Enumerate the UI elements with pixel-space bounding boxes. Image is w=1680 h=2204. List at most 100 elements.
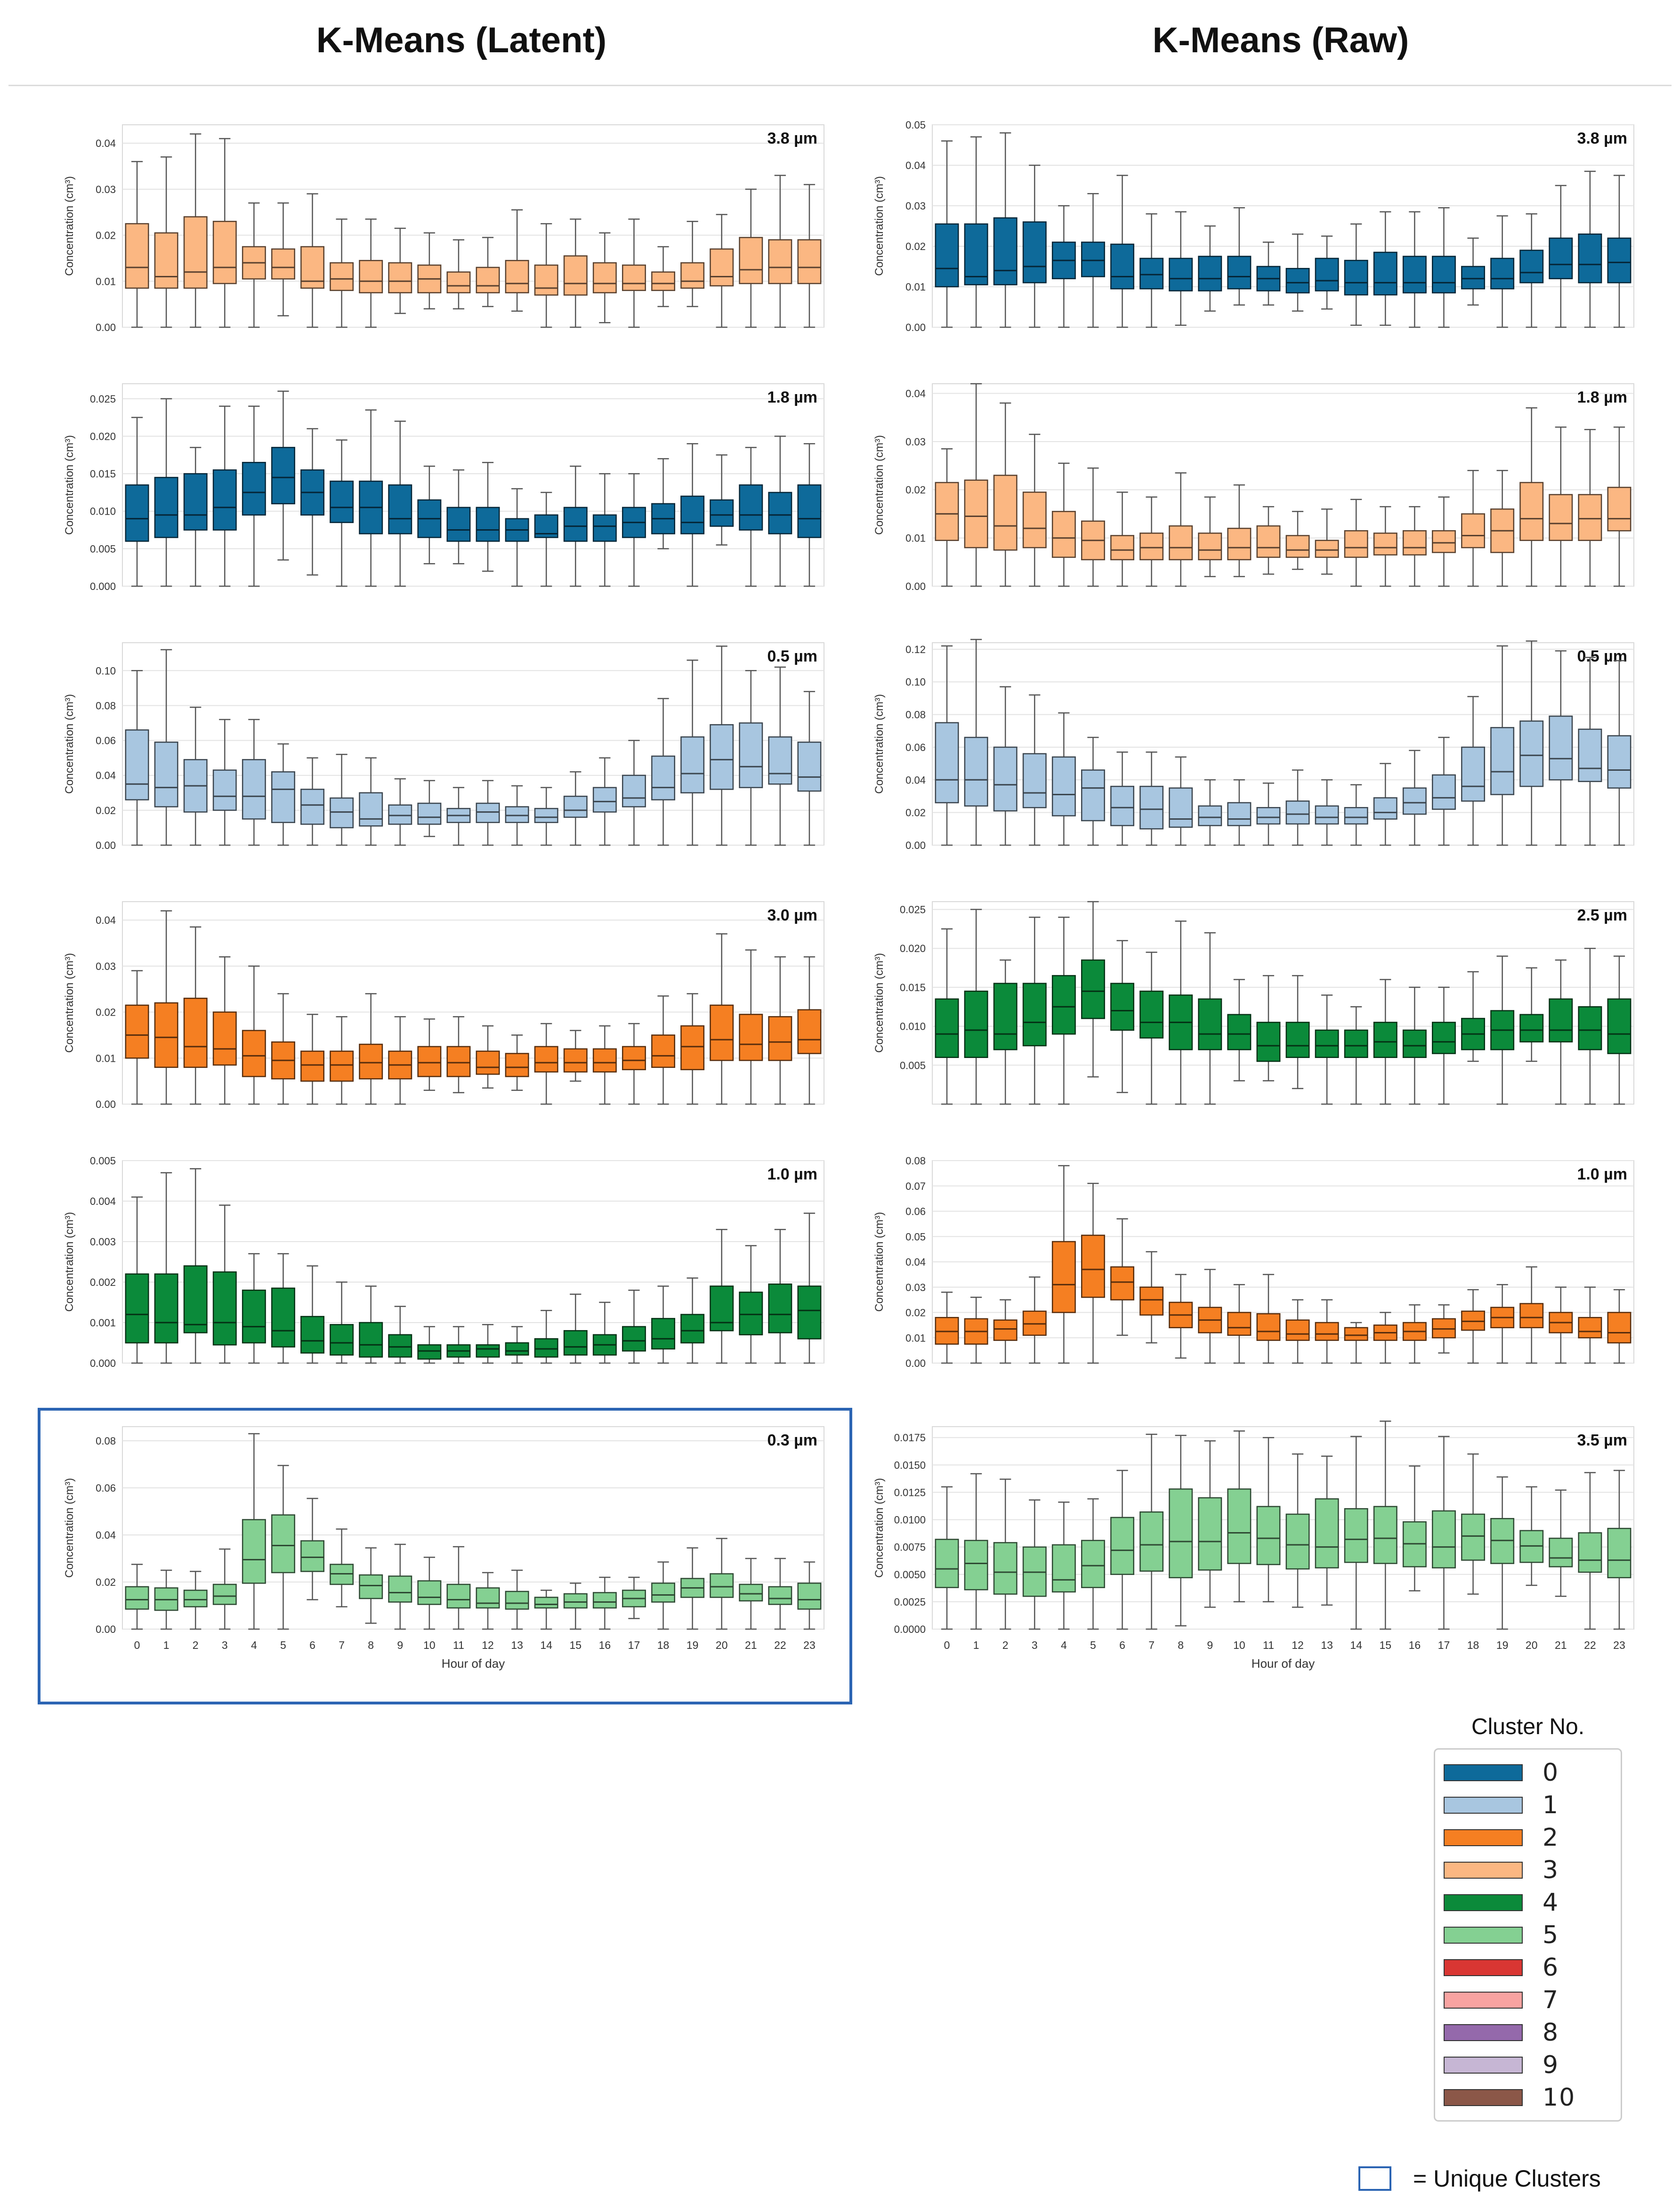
box-hour-9 — [388, 1016, 412, 1105]
x-tick-label: 3 — [222, 1639, 228, 1651]
y-tick-label: 0.010 — [90, 506, 116, 517]
y-tick-label: 0.03 — [905, 1282, 926, 1293]
box-hour-4 — [242, 965, 266, 1105]
box-iqr — [993, 1542, 1018, 1595]
box-hour-8 — [1169, 211, 1193, 326]
box-hour-22 — [1578, 947, 1602, 1105]
box-iqr — [476, 1587, 500, 1609]
box-iqr — [1198, 1497, 1222, 1571]
chart-left-3-0um: 0.00 0.01 0.02 0.03 0.04 Concentration (cm³) 3… — [63, 901, 824, 1110]
box-iqr — [534, 807, 558, 823]
box-iqr — [1081, 242, 1105, 277]
box-iqr — [446, 271, 471, 293]
box-iqr — [1051, 756, 1076, 816]
y-tick-label: 0.00 — [96, 1623, 116, 1635]
box-hour-15 — [1373, 763, 1397, 846]
box-iqr — [1519, 1014, 1544, 1042]
y-axis-label: Concentration (cm³) — [873, 953, 886, 1053]
legend-swatch-9 — [1444, 2056, 1523, 2074]
y-axis-label: Concentration (cm³) — [873, 1212, 886, 1312]
box-iqr — [125, 729, 149, 800]
box-iqr — [1344, 1327, 1368, 1341]
box-hour-5 — [1081, 1183, 1105, 1364]
box-iqr — [1373, 797, 1397, 820]
box-iqr — [797, 1582, 822, 1610]
box-iqr — [271, 1514, 295, 1574]
box-iqr — [993, 217, 1018, 285]
box-hour-15 — [563, 1582, 588, 1630]
box-hour-16 — [592, 232, 617, 323]
box-hour-3 — [212, 1204, 237, 1364]
box-iqr — [768, 239, 792, 284]
box-iqr — [563, 1330, 588, 1356]
y-tick-label: 0.010 — [900, 1021, 926, 1033]
box-iqr — [680, 262, 705, 289]
box-iqr — [300, 789, 325, 825]
box-hour-22 — [1578, 429, 1602, 587]
box-hour-18 — [651, 698, 676, 846]
box-iqr — [710, 499, 734, 527]
box-hour-22 — [768, 956, 792, 1105]
legend-item-2: 2 — [1444, 1821, 1612, 1854]
y-tick-label: 0.04 — [96, 1529, 116, 1541]
box-iqr — [330, 1050, 354, 1082]
x-tick-label: 11 — [453, 1639, 464, 1651]
box-hour-19 — [1490, 215, 1515, 328]
box-hour-2 — [183, 1168, 208, 1364]
x-tick-label: 21 — [745, 1639, 757, 1651]
box-iqr — [359, 1322, 383, 1358]
box-hour-1 — [964, 136, 988, 328]
box-hour-23 — [1607, 955, 1632, 1105]
box-hour-6 — [300, 193, 325, 328]
y-tick-label: 0.04 — [905, 160, 926, 171]
box-iqr — [622, 1046, 646, 1070]
box-hour-13 — [505, 209, 529, 312]
box-hour-14 — [534, 1309, 558, 1364]
x-tick-label: 7 — [339, 1639, 345, 1651]
box-hour-8 — [359, 409, 383, 587]
box-hour-20 — [1519, 407, 1544, 587]
x-tick-label: 1 — [973, 1639, 979, 1651]
box-iqr — [797, 1285, 822, 1340]
box-hour-17 — [1431, 1436, 1456, 1630]
legend-label: 8 — [1543, 2018, 1559, 2047]
y-tick-label: 0.02 — [96, 1007, 116, 1018]
box-iqr — [476, 1050, 500, 1075]
legend-swatch-5 — [1444, 1926, 1523, 1944]
chart-left-1-0um: 0.000 0.001 0.002 0.003 0.004 0.005 Concentrat… — [63, 1155, 824, 1369]
box-hour-3 — [1022, 694, 1047, 846]
box-hour-20 — [710, 933, 734, 1105]
box-hour-11 — [446, 469, 471, 565]
box-iqr — [935, 482, 959, 541]
box-iqr — [592, 787, 617, 813]
legend-swatch-2 — [1444, 1829, 1523, 1846]
box-iqr — [1315, 540, 1339, 558]
box-iqr — [1285, 535, 1310, 558]
box-iqr — [1081, 769, 1105, 822]
box-iqr — [534, 1338, 558, 1358]
y-tick-label: 0.02 — [905, 484, 926, 496]
box-iqr — [797, 742, 822, 792]
x-tick-label: 23 — [1613, 1639, 1625, 1651]
box-iqr — [1431, 774, 1456, 810]
box-hour-19 — [680, 1547, 705, 1630]
box-iqr — [1285, 1513, 1310, 1570]
box-hour-21 — [1549, 1489, 1573, 1597]
x-tick-label: 6 — [1119, 1639, 1125, 1651]
box-hour-17 — [1431, 986, 1456, 1105]
box-iqr — [300, 1316, 325, 1354]
box-hour-18 — [1461, 1289, 1486, 1364]
box-hour-13 — [1315, 1299, 1339, 1364]
box-hour-1 — [154, 649, 178, 846]
box-iqr — [212, 469, 237, 531]
box-hour-13 — [1315, 994, 1339, 1105]
box-iqr — [1490, 258, 1515, 290]
box-hour-1 — [154, 910, 178, 1105]
box-iqr — [1607, 486, 1632, 532]
box-hour-14 — [1344, 223, 1368, 326]
box-hour-17 — [622, 1289, 646, 1364]
box-iqr — [505, 1590, 529, 1610]
y-tick-label: 0.02 — [96, 230, 116, 242]
box-iqr — [1227, 1014, 1252, 1050]
box-iqr — [1549, 237, 1573, 280]
